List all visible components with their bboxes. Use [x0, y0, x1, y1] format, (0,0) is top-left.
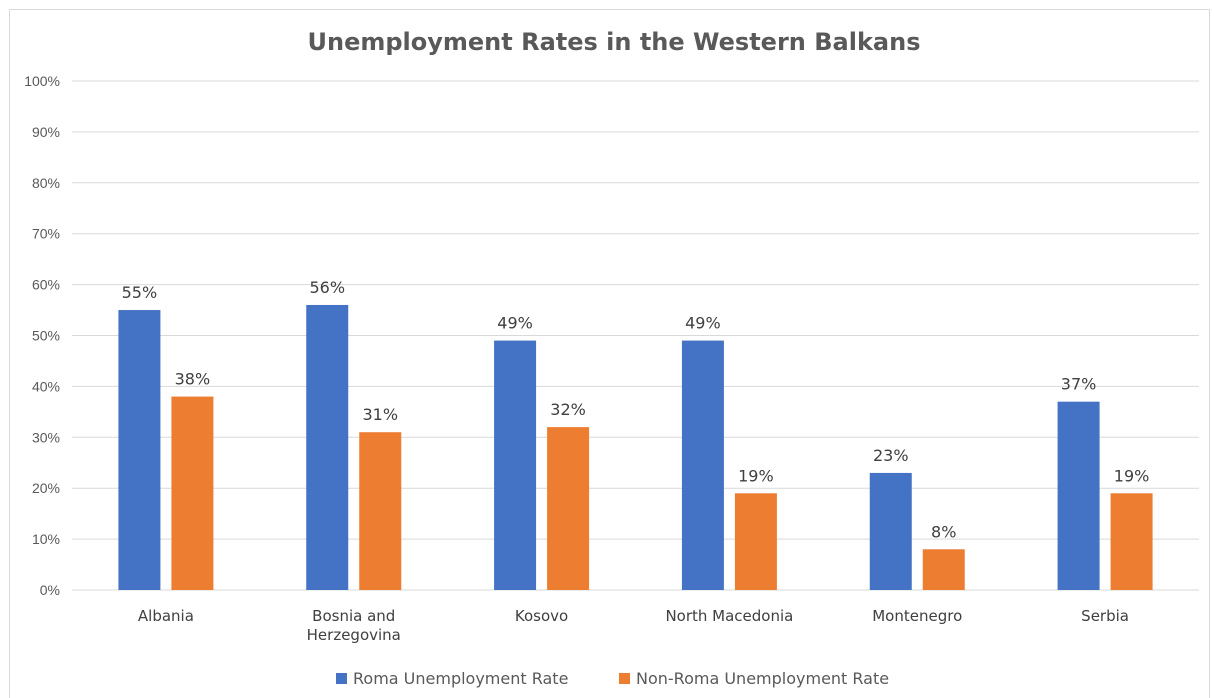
- bar-non-roma-serbia: [1110, 493, 1153, 590]
- data-label: 32%: [550, 400, 586, 419]
- bar-roma-north-macedonia: [681, 340, 724, 590]
- x-category-line: Kosovo: [515, 607, 568, 625]
- chart-border: [9, 9, 1210, 698]
- x-category-line: North Macedonia: [665, 607, 793, 625]
- bar-non-roma-north-macedonia: [734, 493, 777, 590]
- x-category-line: Serbia: [1081, 607, 1129, 625]
- legend-swatch-roma: [336, 673, 347, 684]
- bar-roma-montenegro: [869, 472, 912, 590]
- y-tick-label: 40%: [32, 378, 60, 394]
- x-category-line: Montenegro: [872, 607, 962, 625]
- data-label: 55%: [122, 283, 158, 302]
- data-label: 38%: [175, 370, 211, 389]
- y-tick-label: 70%: [32, 226, 60, 242]
- x-category-line: Bosnia and: [312, 607, 395, 625]
- y-tick-label: 100%: [24, 73, 60, 89]
- x-category-label: Bosnia and Herzegovina: [307, 607, 401, 644]
- bar-non-roma-bosnia-and-herzegovina: [359, 432, 402, 590]
- data-labels: 55% 38% 56% 31% 49% 32% 49% 19% 23% 8% 37% 19%: [122, 278, 1150, 541]
- y-tick-label: 60%: [32, 277, 60, 293]
- legend-label-roma: Roma Unemployment Rate: [353, 669, 568, 688]
- x-category-line: Herzegovina: [307, 626, 401, 644]
- x-axis-categories: Albania Bosnia and Herzegovina Kosovo North …: [138, 607, 1129, 644]
- bar-roma-kosovo: [494, 340, 537, 590]
- bar-non-roma-montenegro: [922, 549, 965, 590]
- y-axis-ticks: 0% 10% 20% 30% 40% 50% 60% 70% 80% 90% 100%: [24, 73, 60, 598]
- y-tick-label: 20%: [32, 480, 60, 496]
- data-label: 37%: [1061, 375, 1097, 394]
- data-label: 8%: [931, 522, 956, 541]
- data-label: 49%: [497, 314, 533, 333]
- x-category-label: Kosovo: [515, 607, 568, 625]
- bar-roma-albania: [118, 310, 161, 590]
- x-category-label: Albania: [138, 607, 194, 625]
- y-tick-label: 10%: [32, 531, 60, 547]
- legend: Roma Unemployment Rate Non-Roma Unemploym…: [336, 669, 889, 688]
- chart-title: Unemployment Rates in the Western Balkan…: [308, 28, 921, 56]
- x-category-label: Montenegro: [872, 607, 962, 625]
- data-label: 19%: [1114, 466, 1150, 485]
- y-tick-label: 0%: [40, 582, 60, 598]
- bar-non-roma-kosovo: [547, 427, 590, 590]
- data-label: 31%: [362, 405, 398, 424]
- x-category-label: North Macedonia: [665, 607, 793, 625]
- y-tick-label: 30%: [32, 429, 60, 445]
- x-category-label: Serbia: [1081, 607, 1129, 625]
- legend-label-non-roma: Non-Roma Unemployment Rate: [636, 669, 889, 688]
- x-category-line: Albania: [138, 607, 194, 625]
- data-label: 49%: [685, 314, 721, 333]
- data-label: 56%: [309, 278, 345, 297]
- y-tick-label: 80%: [32, 175, 60, 191]
- bar-roma-serbia: [1057, 401, 1100, 590]
- bars: [118, 304, 1153, 590]
- data-label: 23%: [873, 446, 909, 465]
- data-label: 19%: [738, 466, 774, 485]
- y-tick-label: 50%: [32, 328, 60, 344]
- gridlines: [72, 80, 1199, 591]
- bar-non-roma-albania: [171, 396, 214, 590]
- legend-swatch-non-roma: [619, 673, 630, 684]
- y-tick-label: 90%: [32, 124, 60, 140]
- bar-roma-bosnia-and-herzegovina: [306, 304, 349, 590]
